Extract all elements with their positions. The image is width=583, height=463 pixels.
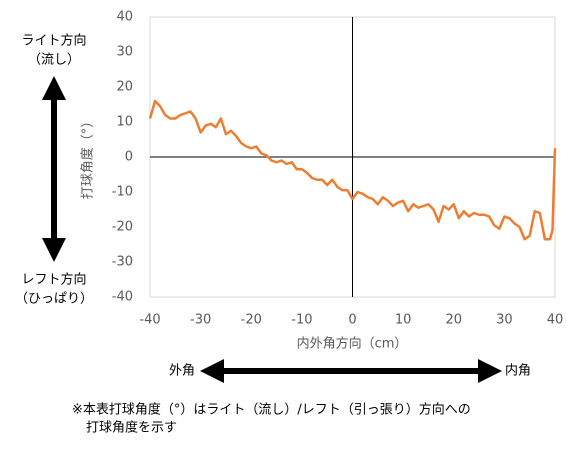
y-tick-label: -40 (112, 290, 133, 305)
data-line (148, 99, 557, 241)
left-bottom-label: レフト方向 (21, 272, 86, 288)
x-tick-label: -10 (291, 313, 312, 328)
x-tick-label: 30 (496, 313, 513, 328)
y-tick-label: -10 (112, 185, 133, 200)
y-tick-label: 20 (116, 80, 133, 95)
x-tick-label: 0 (348, 313, 356, 328)
left-bottom-label: （ひっぱり） (15, 292, 93, 307)
note: ※本表打球角度（°）はライト（流し）/レフト（引っ張り）方向への (72, 402, 471, 418)
x-axis-label: 内外角方向（cm） (297, 336, 408, 352)
x-arrow-right-label: 内角 (505, 363, 531, 379)
y-tick-label: 40 (116, 10, 133, 25)
x-arrow-left-label: 外角 (169, 364, 195, 379)
y-tick-label: 10 (116, 115, 133, 130)
y-tick-label: -20 (112, 220, 133, 235)
x-tick-label: 20 (445, 313, 462, 328)
x-tick-label: 40 (547, 313, 564, 328)
y-tick-label: 0 (125, 150, 133, 165)
x-tick-label: 10 (395, 313, 412, 328)
left-top-label: （流し） (28, 53, 80, 68)
x-tick-label: -30 (190, 313, 211, 328)
x-tick-label: -20 (241, 313, 262, 328)
note: 打球角度を示す (86, 420, 177, 436)
y-axis-label: 打球角度（°） (80, 115, 96, 200)
x-tick-label: -40 (139, 313, 160, 328)
y-tick-label: -30 (112, 255, 133, 270)
y-tick-label: 30 (116, 45, 133, 60)
left-top-label: ライト方向 (21, 33, 86, 49)
